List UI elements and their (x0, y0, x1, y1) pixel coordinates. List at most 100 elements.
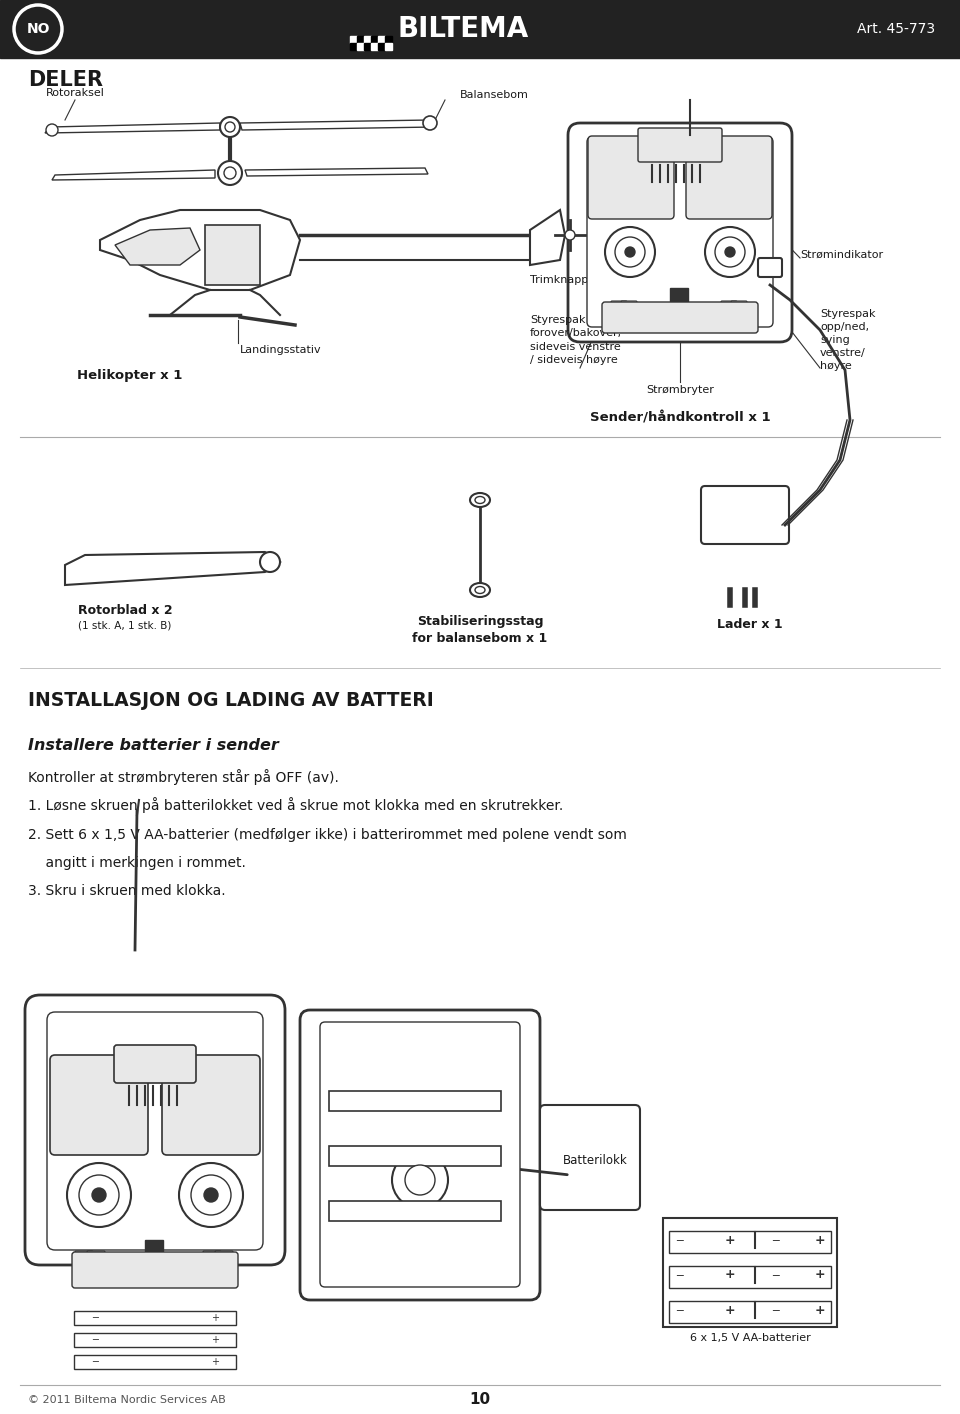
FancyBboxPatch shape (162, 1055, 260, 1155)
Text: Helikopter x 1: Helikopter x 1 (78, 369, 182, 382)
Circle shape (705, 228, 755, 277)
Circle shape (423, 116, 437, 130)
Bar (378, 42, 385, 49)
Text: angitt i merkingen i rommet.: angitt i merkingen i rommet. (28, 855, 246, 870)
Circle shape (220, 117, 240, 137)
Polygon shape (52, 170, 215, 180)
FancyBboxPatch shape (568, 123, 792, 342)
Circle shape (204, 1188, 218, 1202)
FancyBboxPatch shape (731, 301, 747, 311)
FancyBboxPatch shape (300, 1010, 540, 1299)
Text: ─: ─ (92, 1357, 98, 1367)
Bar (364, 35, 371, 42)
Circle shape (260, 551, 280, 573)
Text: (1 stk. A, 1 stk. B): (1 stk. A, 1 stk. B) (79, 619, 172, 631)
Circle shape (392, 1152, 448, 1208)
FancyBboxPatch shape (669, 1232, 831, 1253)
Text: © 2011 Biltema Nordic Services AB: © 2011 Biltema Nordic Services AB (28, 1396, 226, 1406)
Bar (371, 35, 378, 42)
Text: Sender/håndkontroll x 1: Sender/håndkontroll x 1 (589, 411, 770, 424)
Circle shape (625, 247, 635, 257)
FancyBboxPatch shape (329, 1145, 501, 1167)
FancyBboxPatch shape (602, 303, 758, 334)
FancyBboxPatch shape (203, 1251, 221, 1263)
Text: +: + (725, 1233, 735, 1247)
Text: Batterilokk: Batterilokk (563, 1154, 628, 1167)
Text: 1. Løsne skruen på batterilokket ved å skrue mot klokka med en skrutrekker.: 1. Løsne skruen på batterilokket ved å s… (28, 797, 564, 813)
Text: Kontroller at strømbryteren står på OFF (av).: Kontroller at strømbryteren står på OFF … (28, 769, 339, 785)
Text: Balansebom: Balansebom (460, 90, 529, 100)
Text: 10: 10 (469, 1393, 491, 1407)
Polygon shape (245, 168, 428, 175)
Text: NO: NO (26, 23, 50, 35)
Circle shape (92, 1188, 106, 1202)
Bar (0, 0, 960, 58)
FancyBboxPatch shape (74, 1333, 236, 1348)
FancyBboxPatch shape (50, 1055, 148, 1155)
Text: +: + (725, 1268, 735, 1281)
Text: Rotorblad x 2: Rotorblad x 2 (78, 604, 172, 617)
Text: 6 x 1,5 V AA-batterier: 6 x 1,5 V AA-batterier (689, 1333, 810, 1343)
Bar (357, 35, 364, 42)
Text: Landingsstativ: Landingsstativ (240, 345, 322, 355)
Circle shape (615, 238, 645, 267)
Polygon shape (65, 551, 280, 585)
FancyBboxPatch shape (758, 257, 782, 277)
Circle shape (46, 124, 58, 136)
Bar (378, 35, 385, 42)
Circle shape (225, 122, 235, 132)
Circle shape (179, 1162, 243, 1227)
Bar (350, 42, 357, 49)
Circle shape (224, 167, 236, 180)
FancyBboxPatch shape (205, 225, 260, 286)
FancyBboxPatch shape (75, 1251, 93, 1263)
Text: +: + (725, 1304, 735, 1316)
FancyBboxPatch shape (320, 1022, 520, 1287)
Text: ─: ─ (677, 1270, 684, 1280)
Text: Stabiliseringsstag
for balansebom x 1: Stabiliseringsstag for balansebom x 1 (413, 615, 547, 646)
Text: Art. 45-773: Art. 45-773 (857, 23, 935, 35)
Circle shape (405, 1165, 435, 1195)
FancyBboxPatch shape (215, 1251, 233, 1263)
FancyBboxPatch shape (74, 1311, 236, 1325)
FancyBboxPatch shape (145, 1240, 163, 1263)
FancyBboxPatch shape (25, 995, 285, 1266)
Polygon shape (240, 120, 435, 130)
FancyBboxPatch shape (329, 1092, 501, 1111)
Text: Strømindikator: Strømindikator (800, 250, 883, 260)
FancyBboxPatch shape (587, 137, 773, 327)
Text: +: + (815, 1233, 826, 1247)
Text: Styrespak
opp/ned,
sving
venstre/
høyre: Styrespak opp/ned, sving venstre/ høyre (820, 308, 876, 372)
Bar (364, 42, 371, 49)
Circle shape (14, 6, 62, 52)
Text: ─: ─ (772, 1234, 779, 1244)
Polygon shape (100, 211, 300, 290)
Text: +: + (211, 1357, 219, 1367)
Text: ─: ─ (677, 1305, 684, 1315)
Circle shape (67, 1162, 131, 1227)
Bar (357, 42, 364, 49)
Text: Installere batterier i sender: Installere batterier i sender (28, 738, 278, 752)
Circle shape (725, 247, 735, 257)
FancyBboxPatch shape (87, 1251, 105, 1263)
Text: 3. Skru i skruen med klokka.: 3. Skru i skruen med klokka. (28, 884, 226, 898)
FancyBboxPatch shape (670, 288, 688, 308)
Bar (385, 35, 392, 42)
Text: +: + (211, 1314, 219, 1324)
FancyBboxPatch shape (72, 1251, 238, 1288)
FancyBboxPatch shape (329, 1200, 501, 1222)
Text: INSTALLASJON OG LADING AV BATTERI: INSTALLASJON OG LADING AV BATTERI (28, 690, 434, 710)
Ellipse shape (475, 496, 485, 503)
FancyBboxPatch shape (686, 136, 772, 219)
FancyBboxPatch shape (621, 301, 637, 311)
Text: 2. Sett 6 x 1,5 V AA-batterier (medfølger ikke) i batterirommet med polene vendt: 2. Sett 6 x 1,5 V AA-batterier (medfølge… (28, 829, 627, 841)
FancyBboxPatch shape (588, 136, 674, 219)
Circle shape (605, 228, 655, 277)
Polygon shape (115, 228, 200, 264)
Circle shape (565, 230, 575, 240)
FancyBboxPatch shape (669, 1266, 831, 1288)
FancyBboxPatch shape (540, 1104, 640, 1210)
Text: Styrespak
forover/bakover,
sideveis venstre
/ sideveis høyre: Styrespak forover/bakover, sideveis vens… (530, 315, 622, 365)
Ellipse shape (475, 587, 485, 594)
FancyBboxPatch shape (638, 129, 722, 163)
